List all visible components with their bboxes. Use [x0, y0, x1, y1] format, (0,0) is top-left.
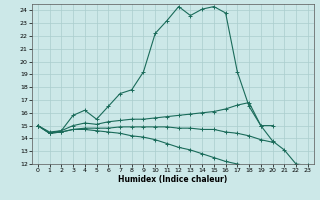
X-axis label: Humidex (Indice chaleur): Humidex (Indice chaleur) — [118, 175, 228, 184]
